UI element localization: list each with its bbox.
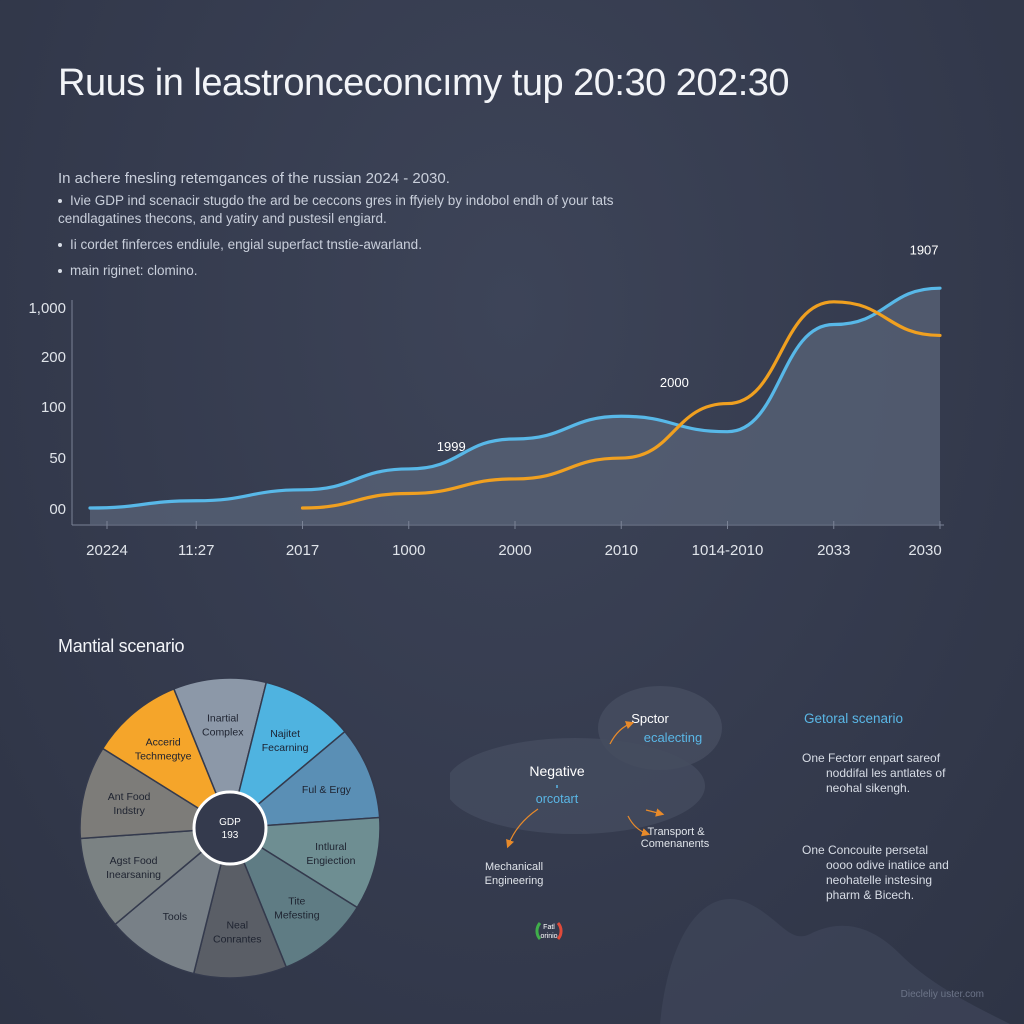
- pie-slice-label: Ful & Ergy: [302, 784, 352, 796]
- general-item-line: One Fectorr enpart sareof: [802, 751, 941, 765]
- pie-slice-label: Intlural: [315, 841, 347, 853]
- scenario-title: Mantial scenario: [58, 636, 185, 656]
- pie-slice-label: Tite: [288, 896, 305, 908]
- x-tick-label: 1014-2010: [692, 542, 764, 559]
- pie-slice: [228, 826, 359, 969]
- bullet-dot-icon: [58, 199, 62, 204]
- general-scenario-title: Getoral scenario: [804, 711, 904, 726]
- y-tick-label: 100: [41, 399, 66, 416]
- pie-center: [192, 790, 268, 866]
- arrow-icon: [627, 815, 651, 837]
- pie-slice: [79, 827, 233, 926]
- chart-annotation: 1907: [910, 243, 939, 258]
- x-tick-label: 11:27: [178, 542, 214, 559]
- intro-bullet-text: Ii cordet finferces endiule, engial supe…: [70, 237, 422, 252]
- pie-slice: [228, 681, 346, 831]
- general-item-line: neohal sikengh.: [826, 781, 911, 795]
- pie-slice: [101, 687, 232, 830]
- pie-slice-label: Najitet: [270, 728, 300, 740]
- scenario-network-diagram: Spctor ecalecting Negative orcotart Mech…: [450, 686, 722, 940]
- general-item: One Concouite persetal oooo odive inatii…: [802, 843, 1002, 903]
- pie-slice-label: Neal: [226, 920, 248, 932]
- badge-text: Fatl: [543, 924, 555, 931]
- intro-bullet: Ii cordet finferces endiule, engial supe…: [58, 236, 618, 254]
- transport-label: Transport &: [647, 826, 705, 838]
- pie-slice-label: Agst Food: [110, 855, 158, 867]
- negative-sublabel: orcotart: [536, 792, 579, 806]
- pie-slice-label: Tools: [163, 911, 188, 923]
- x-tick-label: 2030: [908, 542, 941, 559]
- pie-slice-label: Mefesting: [274, 910, 320, 922]
- x-tick-label: 2010: [605, 542, 638, 559]
- y-tick-label: 00: [49, 501, 66, 518]
- series-line-0: [88, 286, 942, 510]
- x-axis: 20224 11:27 2017 1000 2000 2010 1014-2010 2033 2…: [86, 521, 942, 559]
- scenario-pie-chart: Inartial Complex Najitet Fecarning Ful & Erg…: [79, 677, 381, 979]
- chart-annotation: 1999: [437, 439, 466, 454]
- mechanical-label: Engineering: [485, 875, 544, 887]
- page-title: Ruus in leastronceconcımy tup 20:30 202:…: [58, 62, 790, 104]
- chart-area: [71, 286, 944, 526]
- transport-label: Comenanents: [641, 838, 710, 850]
- general-item-line: One Concouite persetal: [802, 843, 929, 857]
- refresh-badge-icon: Fatl orinio: [535, 922, 563, 940]
- intro-bullet: Ivie GDP ind scenacir stugdo the ard be …: [58, 192, 618, 228]
- pie-slice-label: Inartial: [207, 712, 239, 724]
- pie-slice-label: Fecarning: [262, 742, 309, 754]
- general-item-line: pharm & Bicech.: [826, 888, 915, 902]
- negative-label: Negative: [529, 763, 584, 779]
- negative-bubble: [450, 738, 705, 834]
- arrow-icon: [645, 808, 665, 817]
- arrow-icon: [609, 721, 635, 745]
- pie-center-label: 193: [222, 830, 239, 841]
- y-tick-label: 50: [49, 450, 66, 467]
- intro-bullet-text: Ivie GDP ind scenacir stugdo the ard be …: [58, 193, 614, 226]
- pie-slice-label: Ant Food: [108, 791, 151, 803]
- credit-text: Diecleliy uster.com: [900, 989, 984, 1000]
- pie-slice-label: Accerid: [146, 736, 181, 748]
- x-tick-label: 20224: [86, 542, 128, 559]
- badge-text: orinio: [540, 933, 557, 940]
- sector-sublabel: ecalecting: [644, 730, 703, 745]
- arrow-icon: [506, 808, 539, 849]
- mechanical-label: Mechanicall: [485, 861, 543, 873]
- pie-slice: [227, 816, 381, 909]
- general-item-line: noddifal les antlates of: [826, 766, 946, 780]
- x-tick-label: 2000: [498, 542, 531, 559]
- x-tick-label: 2017: [286, 542, 319, 559]
- pie-slice: [192, 825, 288, 979]
- x-tick-label: 2033: [817, 542, 850, 559]
- pie-slice: [114, 825, 232, 975]
- y-axis: 00 50 100 200 1,000: [28, 300, 66, 518]
- pie-slice-label: Inearsaning: [106, 869, 161, 881]
- pie-center-label: GDP: [219, 817, 241, 828]
- pie-slice-label: Engiection: [306, 855, 355, 867]
- intro-lead: In achere fnesling retemgances of the ru…: [58, 170, 450, 187]
- general-item-line: oooo odive inatiice and: [826, 858, 949, 872]
- intro-bullet: main riginet: clomino.: [58, 262, 618, 280]
- series-area-fill: [90, 288, 940, 525]
- general-item: One Fectorr enpart sareof noddifal les a…: [802, 751, 1002, 796]
- pie-slice-label: Conrantes: [213, 934, 261, 946]
- pie-slice-label: Indstry: [113, 805, 145, 817]
- pie-slice: [172, 677, 268, 831]
- intro-bullet-text: main riginet: clomino.: [70, 263, 198, 278]
- sector-label: Spctor: [631, 711, 669, 726]
- pie-slice-label: Complex: [202, 726, 244, 738]
- decorative-hills: [660, 899, 1010, 1024]
- pie-slice: [227, 730, 381, 829]
- chart-annotations: 1999 2000 1907: [437, 243, 939, 454]
- chart-annotation: 2000: [660, 375, 689, 390]
- general-item-line: neohatelle instesing: [826, 873, 933, 887]
- intro-block: In achere fnesling retemgances of the ru…: [58, 170, 618, 282]
- bullet-dot-icon: [58, 269, 62, 274]
- y-tick-label: 1,000: [28, 300, 66, 317]
- pie-slice: [79, 747, 233, 840]
- pie-slice-label: Techmegtye: [135, 750, 192, 762]
- x-tick-label: 1000: [392, 542, 425, 559]
- intro-bullets: Ivie GDP ind scenacir stugdo the ard be …: [58, 192, 618, 280]
- bullet-dot-icon: [58, 243, 62, 248]
- y-tick-label: 200: [41, 349, 66, 366]
